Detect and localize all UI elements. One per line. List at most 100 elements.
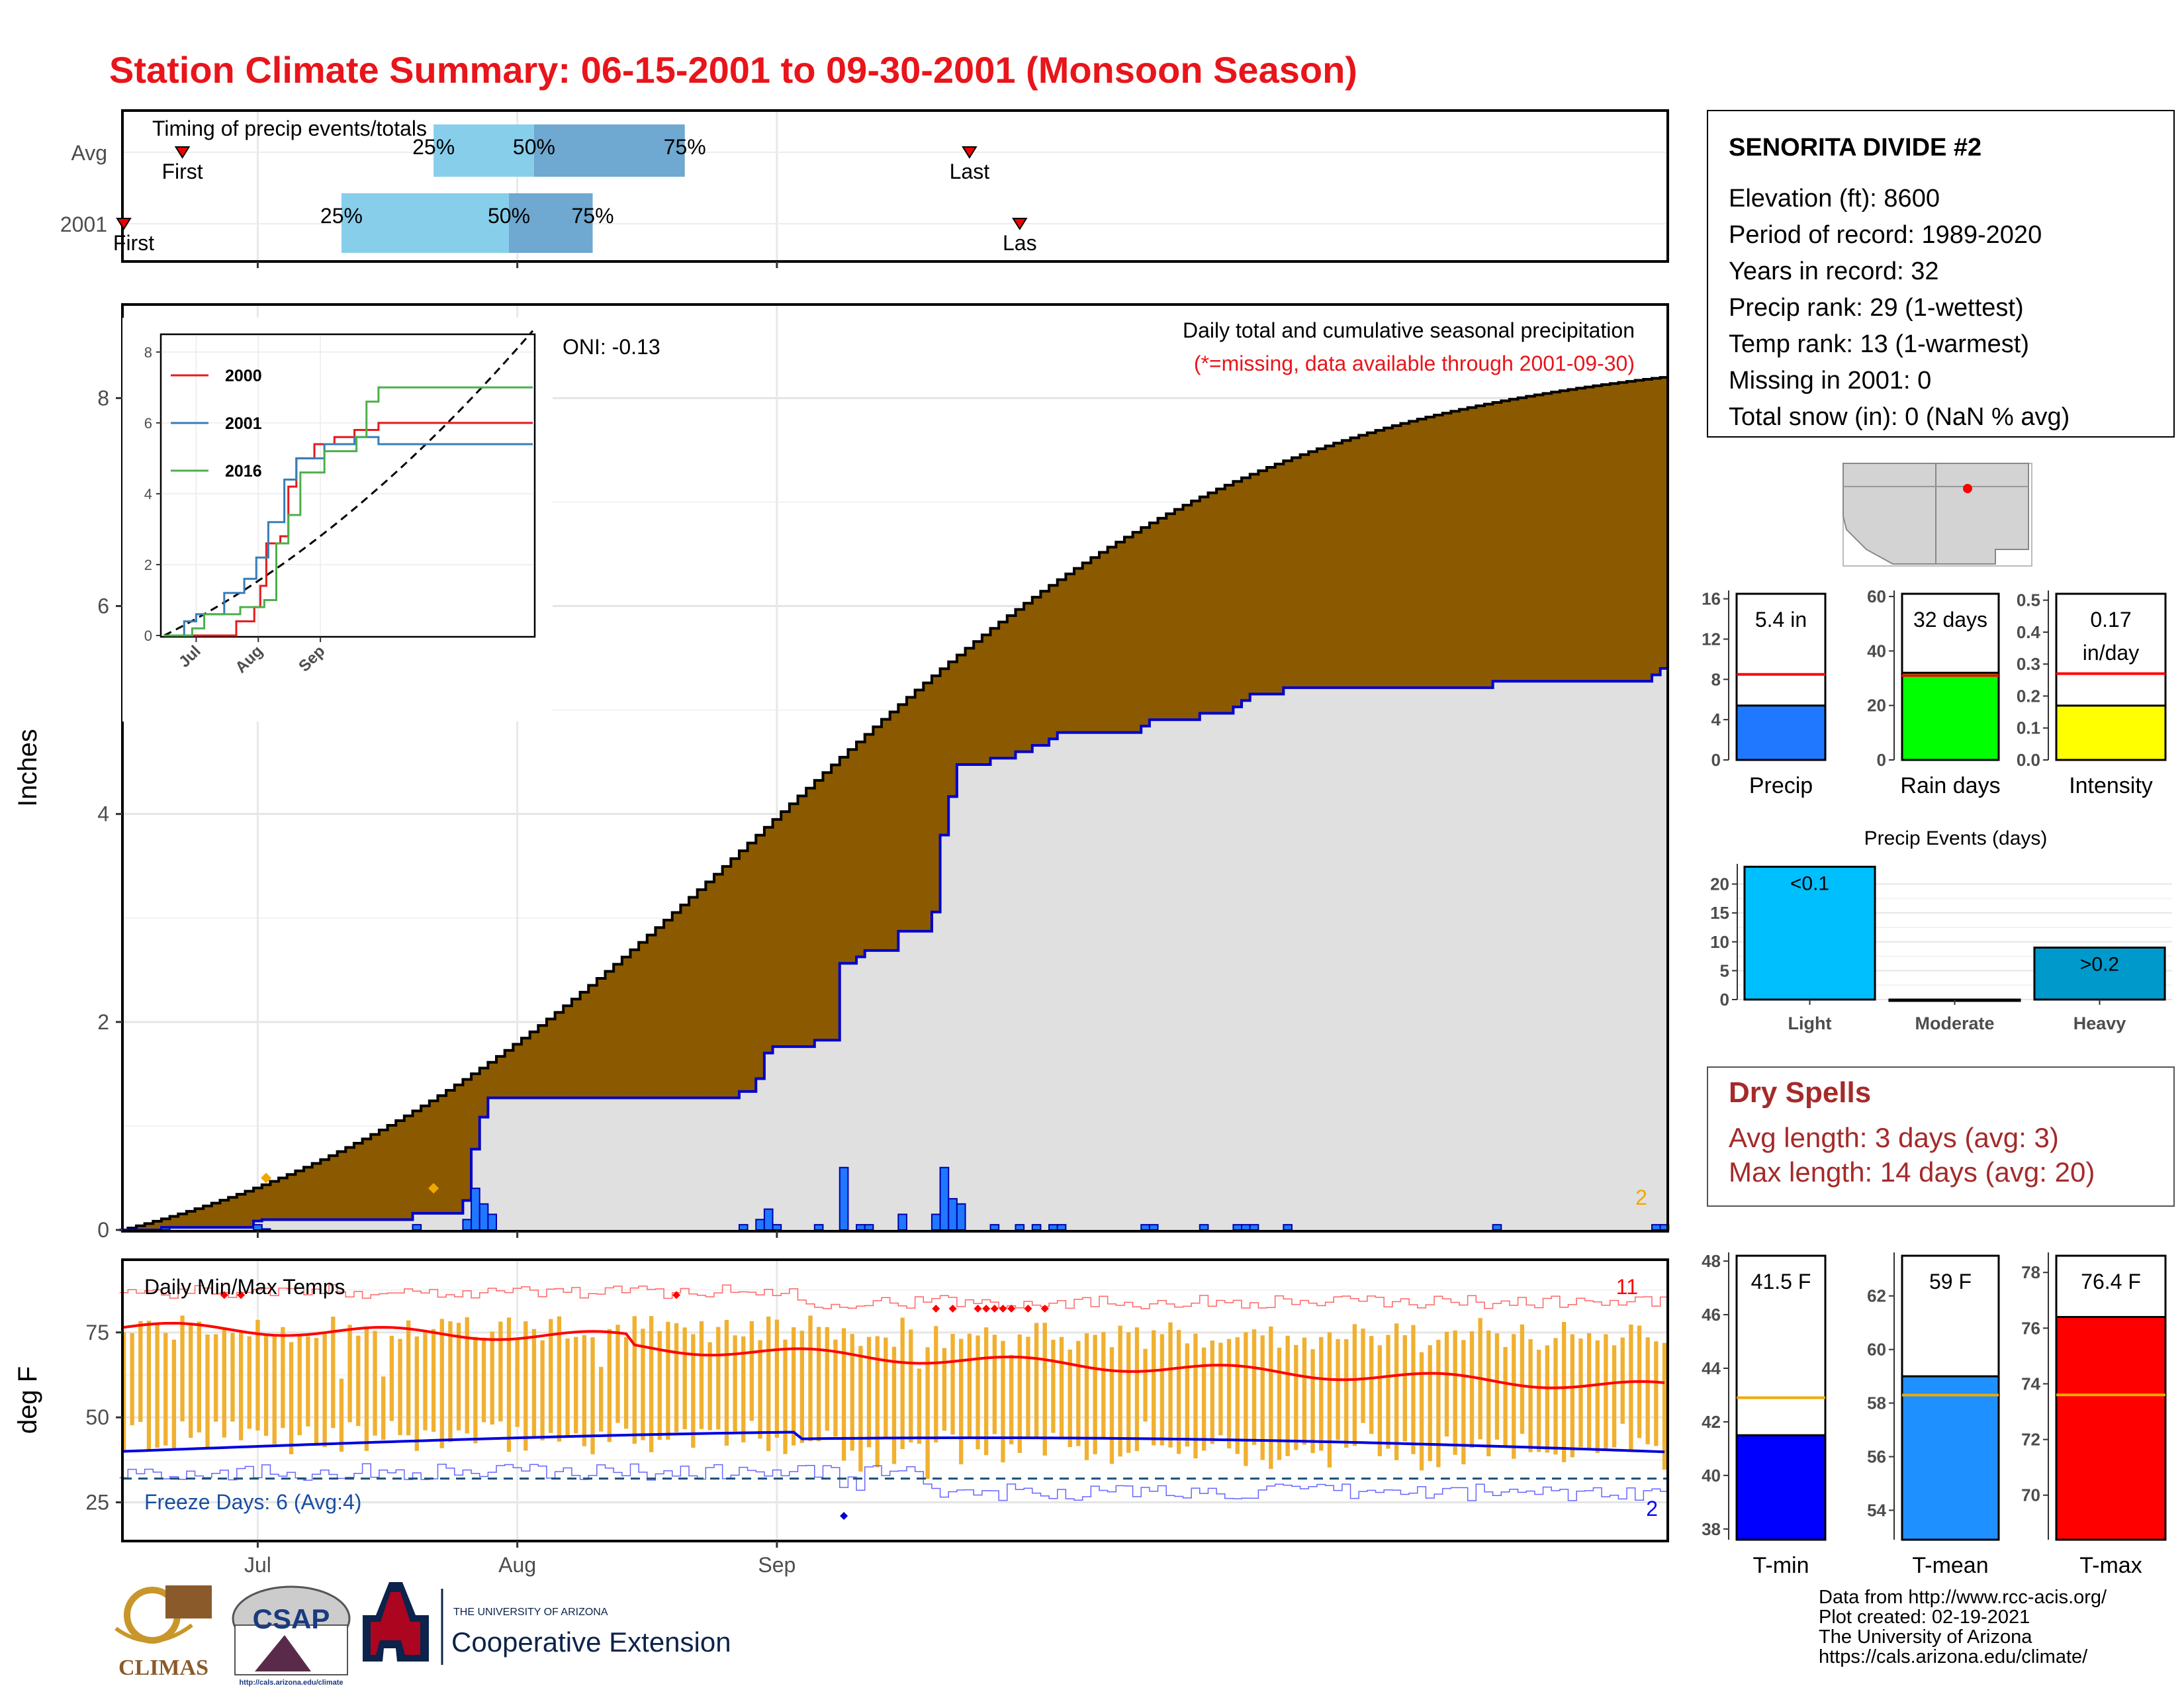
cumulative-diff-band (1618, 382, 1627, 682)
cumulative-diff-band (1116, 541, 1125, 733)
cumulative-diff-band (1057, 579, 1066, 733)
inset-line-2016 (164, 386, 533, 637)
cumulative-2001-area (571, 1098, 581, 1230)
cumulative-diff-band (931, 675, 941, 912)
cumulative-2001-area (839, 963, 848, 1230)
station-elevation: Elevation (ft): 8600 (1729, 185, 1940, 212)
intensity-summary-ytick-label: 0.1 (2017, 718, 2040, 738)
cumulative-2001-area (1534, 681, 1544, 1230)
cumulative-2001-area (1635, 681, 1644, 1230)
cumulative-2001-area (772, 1047, 782, 1230)
daily-temp-bar (431, 1329, 436, 1432)
cumulative-2001-area (521, 1098, 531, 1230)
events-ytick-label: 10 (1710, 932, 1729, 952)
tmin-summary-axis-label: T-min (1753, 1553, 1809, 1578)
events-bar-label: >0.2 (2080, 953, 2119, 975)
daily-temp-bar (1411, 1325, 1416, 1454)
dry-spells-box: Dry Spells Avg length: 3 days (avg: 3) M… (1707, 1066, 2175, 1207)
daily-temp-bar (858, 1346, 863, 1472)
cumulative-diff-band (1308, 451, 1318, 688)
record-low-line (119, 1463, 1669, 1501)
cumulative-2001-area (1308, 687, 1318, 1230)
cumulative-diff-band (1166, 514, 1175, 720)
daily-temp-bar (1059, 1336, 1064, 1440)
daily-temp-bar (1051, 1339, 1056, 1433)
daily-precip-bar (1148, 1224, 1159, 1231)
record-high-marker (948, 1304, 957, 1313)
cumulative-2001-area (990, 758, 999, 1230)
cumulative-diff-band (1534, 395, 1544, 682)
avg-min-temp-line (123, 1430, 1665, 1454)
cumulative-2001-area (496, 1098, 506, 1230)
precip-panel-title: Daily total and cumulative seasonal prec… (1183, 318, 1635, 342)
tmin-summary-value-label: 41.5 F (1751, 1270, 1811, 1293)
events-xtick-label: Heavy (2073, 1013, 2126, 1033)
daily-temp-bar (189, 1323, 193, 1438)
daily-temp-bar (1168, 1322, 1173, 1448)
daily-temp-bar (214, 1334, 218, 1422)
daily-temp-bar (373, 1331, 377, 1436)
cumulative-2001-area (563, 1098, 572, 1230)
tmin-summary-value-bar (1735, 1434, 1827, 1541)
daily-temp-bar (716, 1327, 721, 1430)
cumulative-diff-band (981, 635, 991, 765)
cumulative-2001-area (621, 1098, 631, 1230)
cumulative-diff-band (831, 765, 841, 1041)
daily-temp-bar (423, 1331, 428, 1430)
cumulative-2001-area (1040, 745, 1050, 1230)
cumulative-2001-area (672, 1098, 681, 1230)
tmax-summary-value-bar (2055, 1316, 2167, 1541)
cumulative-diff-band (956, 655, 966, 765)
cumulative-diff-band (345, 1147, 355, 1220)
daily-precip-bar (1031, 1224, 1042, 1231)
events-ytick-label: 15 (1710, 903, 1729, 923)
daily-precip-bar (738, 1224, 749, 1231)
daily-temp-bar (1126, 1332, 1131, 1453)
cumulative-2001-area (797, 1047, 807, 1230)
cumulative-2001-area (1149, 720, 1159, 1230)
cumulative-2001-area (931, 912, 941, 1230)
cumulative-2001-area (689, 1098, 698, 1230)
cumulative-diff-band (864, 734, 874, 951)
cumulative-2001-area (1116, 732, 1125, 1230)
cumulative-diff-band (421, 1105, 430, 1213)
cumulative-diff-band (463, 1079, 472, 1201)
station-period: Period of record: 1989-2020 (1729, 221, 2042, 249)
daily-temp-bar (1361, 1329, 1365, 1423)
daily-temp-bar (691, 1334, 696, 1448)
tmin-summary-ytick-label: 48 (1702, 1251, 1721, 1271)
cumulative-2001-area (1132, 732, 1142, 1230)
precip-summary-ytick-label: 0 (1711, 750, 1721, 770)
daily-temp-bar (1520, 1324, 1525, 1434)
cumulative-2001-area (1334, 687, 1343, 1230)
station-name: SENORITA DIVIDE #2 (1729, 134, 1981, 162)
cumulative-diff-band (571, 999, 581, 1098)
daily-temp-bar (331, 1317, 336, 1429)
timing-bar-25-50 (341, 193, 509, 253)
temp-xtick-label: Sep (758, 1553, 796, 1577)
dry-spells-title: Dry Spells (1729, 1076, 1871, 1109)
record-low-marker (840, 1512, 848, 1521)
daily-temp-bar (833, 1339, 838, 1437)
temp-ytick-label: 75 (85, 1321, 109, 1344)
cumulative-diff-band (1584, 387, 1594, 682)
daily-precip-bar (948, 1197, 958, 1231)
cumulative-2001-area (337, 1219, 346, 1230)
cumulative-diff-band (320, 1159, 330, 1220)
daily-temp-bar (1645, 1337, 1650, 1444)
daily-temp-bar (146, 1321, 152, 1450)
cumulative-diff-band (915, 690, 924, 931)
daily-temp-bar (783, 1339, 788, 1454)
cumulative-diff-band (529, 1031, 539, 1098)
daily-temp-bar (900, 1317, 905, 1450)
cumulative-diff-band (1107, 547, 1116, 733)
cumulative-2001-area (722, 1098, 731, 1230)
cumulative-2001-area (1652, 675, 1661, 1230)
timing-label-50: 50% (513, 135, 555, 159)
daily-temp-bar (1352, 1324, 1357, 1446)
temp-xtick-label: Jul (244, 1553, 271, 1577)
events-bar-label: <0.1 (1790, 872, 1829, 894)
daily-temp-bar (414, 1336, 419, 1451)
inset-ytick-label: 2 (144, 557, 152, 573)
daily-temp-bar (1134, 1327, 1140, 1452)
